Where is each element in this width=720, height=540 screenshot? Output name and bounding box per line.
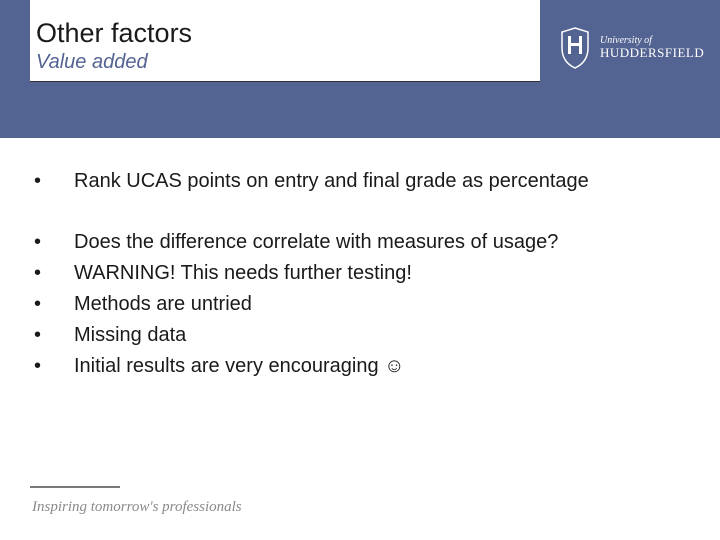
logo-line2: HUDDERSFIELD <box>600 46 704 60</box>
bullet-item: • Methods are untried <box>34 291 674 318</box>
slide-subtitle: Value added <box>36 51 540 74</box>
footer-rule <box>30 486 120 488</box>
bullet-group-2: • Does the difference correlate with mea… <box>34 229 674 380</box>
shield-icon <box>558 26 592 70</box>
bullet-text: Rank UCAS points on entry and final grad… <box>74 168 674 195</box>
bullet-marker: • <box>34 353 74 380</box>
bullet-item: • Rank UCAS points on entry and final gr… <box>34 168 674 195</box>
bullet-group-1: • Rank UCAS points on entry and final gr… <box>34 168 674 195</box>
bullet-item: • Initial results are very encouraging ☺ <box>34 353 674 380</box>
bullet-marker: • <box>34 322 74 349</box>
bullet-marker: • <box>34 291 74 318</box>
bullet-text: WARNING! This needs further testing! <box>74 260 674 287</box>
bullet-item: • Does the difference correlate with mea… <box>34 229 674 256</box>
bullet-marker: • <box>34 260 74 287</box>
bullet-text: Missing data <box>74 322 674 349</box>
title-box: Other factors Value added <box>30 0 540 82</box>
university-logo: University of HUDDERSFIELD <box>558 18 698 78</box>
bullet-item: • Missing data <box>34 322 674 349</box>
bullet-marker: • <box>34 229 74 256</box>
bullet-item: • WARNING! This needs further testing! <box>34 260 674 287</box>
bullet-text: Methods are untried <box>74 291 674 318</box>
bullet-text: Does the difference correlate with measu… <box>74 229 674 256</box>
bullet-marker: • <box>34 168 74 195</box>
logo-text: University of HUDDERSFIELD <box>600 36 704 60</box>
slide-title: Other factors <box>36 18 540 49</box>
tagline: Inspiring tomorrow's professionals <box>32 499 242 516</box>
bullet-text: Initial results are very encouraging ☺ <box>74 353 674 380</box>
content-area: • Rank UCAS points on entry and final gr… <box>34 168 674 414</box>
